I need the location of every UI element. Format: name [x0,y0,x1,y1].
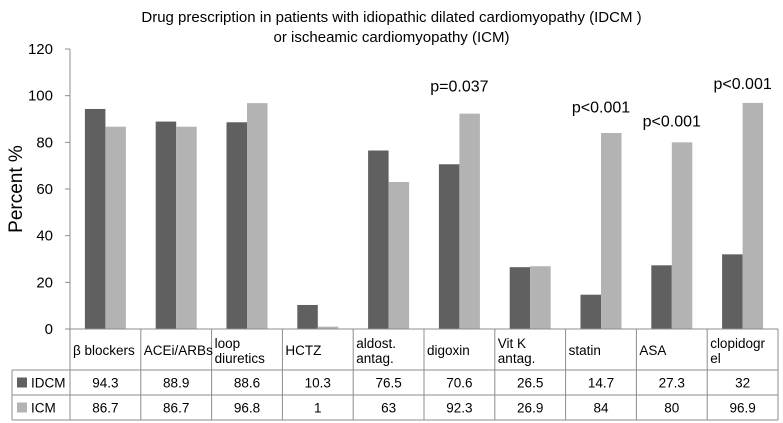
category-label-loop-diuretics-line-1: loop [215,336,241,351]
category-label-vit-k-antag-line-2: antag. [498,351,536,366]
bar-icm-clopidogr-el [742,102,764,330]
table-value-idcm-clopidogr-el: 32 [735,376,750,391]
category-label-aldost-antag-line-1: aldost. [356,336,396,351]
category-label-digoxin: digoxin [427,343,470,358]
table-value-idcm-hctz: 10.3 [305,376,331,391]
bar-icm-digoxin [459,113,480,329]
y-tick-label-0: 0 [45,321,53,338]
table-value-icm-aldost-antag: 63 [381,401,396,416]
bar-icm-aldost-antag [388,182,410,329]
annotation-p-value-1: p=0.037 [430,78,488,95]
bar-icm-statin [601,133,622,329]
legend-swatch-icm [17,402,27,413]
chart-title-line-1: Drug prescription in patients with idiop… [141,9,641,26]
bar-icm-vit-k-antag [530,266,551,329]
table-value-icm-asa: 80 [664,401,679,416]
y-axis-label: Percent % [6,145,27,233]
legend-label-idcm: IDCM [31,376,66,391]
table-value-idcm-statin: 14.7 [588,376,614,391]
annotation-p-value-2: p<0.001 [572,99,630,116]
category-label-clopidogr-el-line-1: clopidogr [710,336,765,351]
legend-swatch-idcm [17,377,27,388]
bar-icm-blockers [105,126,126,329]
table-value-icm-clopidogr-el: 96.9 [729,401,755,416]
category-label-aldost-antag-line-2: antag. [356,351,394,366]
table-value-icm-hctz: 1 [314,401,322,416]
y-tick-label-40: 40 [36,228,53,245]
bar-idcm-vit-k-antag [509,267,531,329]
table-value-idcm-loop-diuretics: 88.6 [234,376,260,391]
category-label-clopidogr-el-line-2: el [710,351,721,366]
table-value-icm-digoxin: 92.3 [446,401,472,416]
table-value-icm-loop-diuretics: 96.8 [234,401,260,416]
y-tick-label-20: 20 [36,274,53,291]
table-value-idcm-asa: 27.3 [659,376,685,391]
bar-icm-loop-diuretics [247,103,268,329]
bar-idcm-blockers [84,108,106,329]
table-value-icm-blockers: 86.7 [92,401,118,416]
bar-idcm-statin [580,294,601,329]
category-label-blockers: β blockers [73,343,135,358]
chart-title-line-2: or ischeamic cardiomyopathy (ICM) [274,29,510,46]
table-value-icm-statin: 84 [593,401,609,416]
y-tick-label-100: 100 [28,88,53,105]
bar-idcm-asa [651,265,672,329]
bar-idcm-aldost-antag [368,150,389,329]
y-tick-label-80: 80 [36,134,53,151]
bar-icm-hctz [317,326,339,329]
category-label-acei-arbs: ACEi/ARBs [144,343,213,358]
bar-icm-acei-arbs [176,126,197,329]
legend-label-icm: ICM [31,401,56,416]
table-value-idcm-acei-arbs: 88.9 [163,376,189,391]
bar-idcm-acei-arbs [155,121,177,329]
y-tick-label-60: 60 [36,181,53,198]
bar-idcm-digoxin [438,164,460,329]
table-value-icm-acei-arbs: 86.7 [163,401,189,416]
table-value-idcm-vit-k-antag: 26.5 [517,376,543,391]
table-value-icm-vit-k-antag: 26.9 [517,401,543,416]
category-label-hctz: HCTZ [285,343,321,358]
category-label-vit-k-antag-line-1: Vit K [498,336,526,351]
annotation-p-value-3: p<0.001 [643,113,701,130]
category-label-asa: ASA [639,343,666,358]
bar-idcm-hctz [297,304,318,329]
table-value-idcm-digoxin: 70.6 [446,376,472,391]
table-value-idcm-blockers: 94.3 [92,376,118,391]
category-label-statin: statin [569,343,601,358]
bar-idcm-clopidogr-el [722,254,743,329]
annotation-p-value-4: p<0.001 [713,76,771,93]
bar-icm-asa [671,142,693,329]
bar-idcm-loop-diuretics [226,122,247,330]
y-tick-label-120: 120 [28,41,53,58]
table-value-idcm-aldost-antag: 76.5 [375,376,401,391]
category-label-loop-diuretics-line-2: diuretics [215,351,266,366]
